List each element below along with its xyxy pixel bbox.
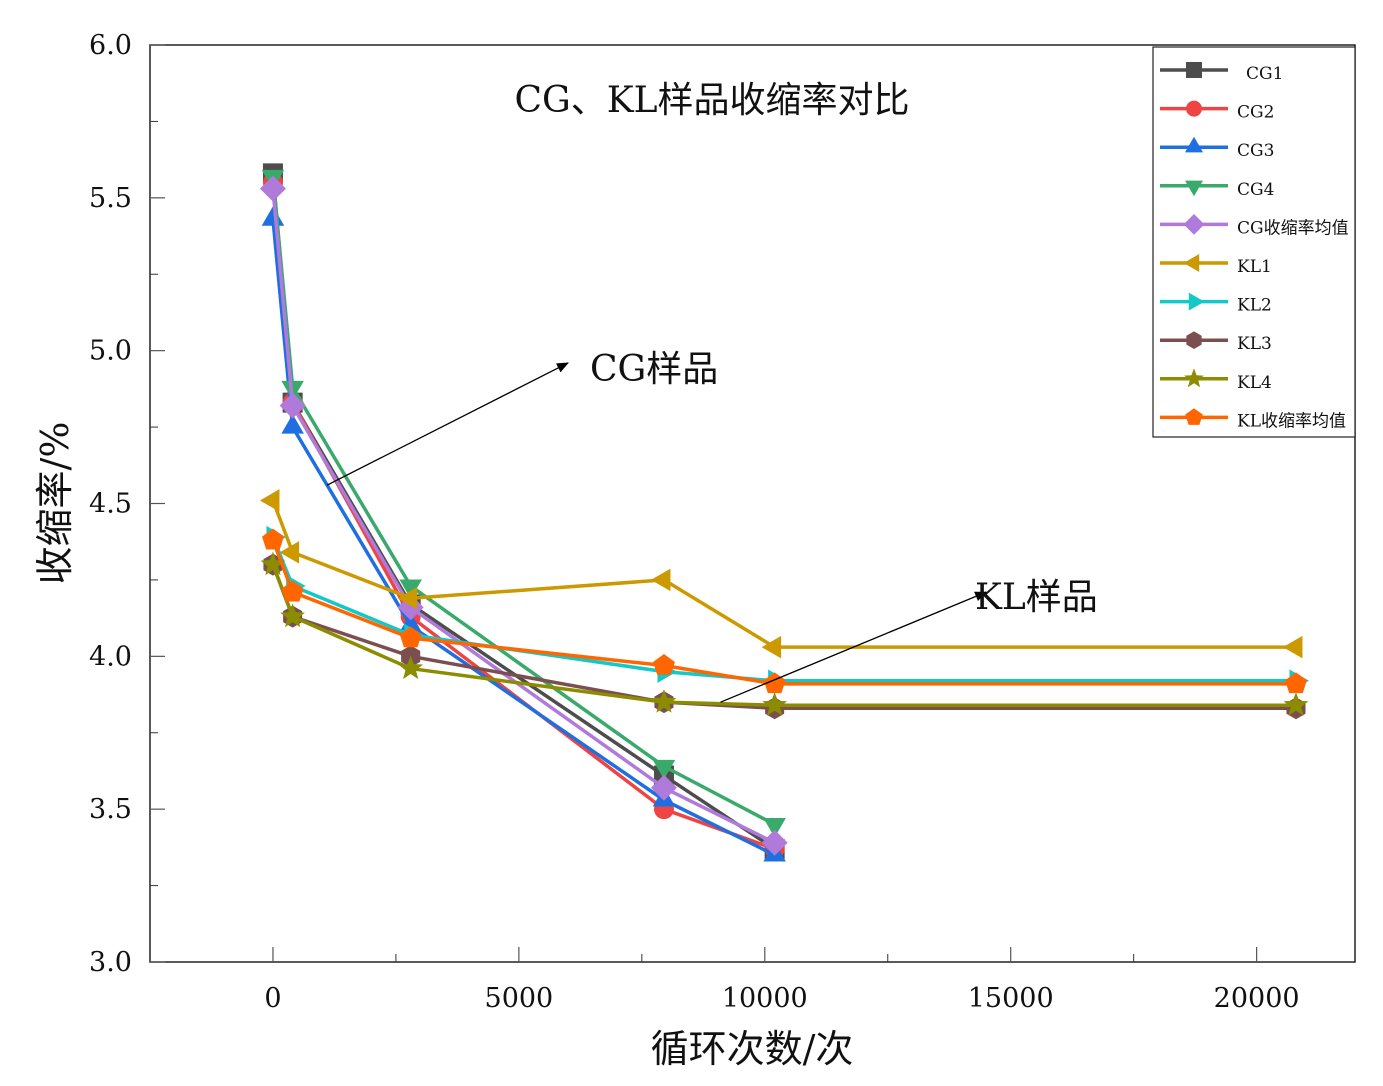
x-tick-label: 5000 <box>485 983 554 1014</box>
cg-annotation-label: CG样品 <box>590 349 718 390</box>
legend-item: KL4 <box>1160 368 1272 393</box>
data-point <box>399 626 422 648</box>
series-line <box>271 182 776 851</box>
legend-label: CG2 <box>1237 103 1274 123</box>
x-tick-label: 0 <box>264 983 281 1014</box>
series-KL2 <box>266 525 1309 693</box>
series-line <box>271 564 1296 707</box>
y-tick-label: 4.0 <box>89 641 132 672</box>
data-point <box>761 829 788 856</box>
legend-item: CG1 <box>1160 62 1283 84</box>
legend-marker-circle-icon <box>1186 100 1202 117</box>
legend-label: CG3 <box>1237 141 1274 161</box>
data-point <box>279 392 306 419</box>
chart-title: CG、KL样品收缩率对比 <box>514 80 909 121</box>
legend-item: KL1 <box>1160 253 1272 277</box>
legend-marker-triangle-up-icon <box>1184 136 1204 153</box>
series-CG2 <box>262 172 785 859</box>
data-point <box>652 759 676 780</box>
legend-label: KL3 <box>1237 334 1272 354</box>
legend-marker-star-icon <box>1184 368 1204 388</box>
legend-label: CG收缩率均值 <box>1237 218 1349 238</box>
kl-annotation-label: KL样品 <box>975 577 1098 618</box>
legend-marker-triangle-right-icon <box>1188 292 1205 311</box>
y-tick-label: 3.0 <box>89 947 132 978</box>
data-point <box>280 603 305 628</box>
data-point <box>1285 672 1307 694</box>
legend-item: CG3 <box>1160 136 1274 161</box>
x-tick-label: 20000 <box>1214 983 1300 1014</box>
data-point <box>653 654 675 675</box>
data-point <box>763 817 786 838</box>
legend-marker-triangle-left-icon <box>1183 253 1200 273</box>
legend-label: KL1 <box>1237 257 1272 277</box>
legend-marker-triangle-down-icon <box>1184 180 1204 197</box>
legend-item: CG收缩率均值 <box>1160 214 1349 238</box>
series-CG4 <box>261 169 786 838</box>
legend-item: KL2 <box>1160 292 1272 316</box>
y-axis-title: 收缩率/% <box>33 422 77 585</box>
x-tick-label: 10000 <box>722 983 808 1014</box>
legend-marker-diamond-icon <box>1183 214 1205 235</box>
data-point <box>399 579 422 600</box>
legend-label: KL2 <box>1237 296 1272 316</box>
y-tick-label: 3.5 <box>89 794 132 825</box>
y-tick-label: 6.0 <box>89 30 132 61</box>
data-point <box>281 414 304 434</box>
legend-item: KL收缩率均值 <box>1160 408 1346 431</box>
legend-box <box>1152 46 1356 438</box>
legend-item: KL3 <box>1160 331 1272 354</box>
data-point <box>650 568 671 592</box>
legend-marker-pentagon-icon <box>1185 408 1203 425</box>
x-axis-title: 循环次数/次 <box>651 1027 854 1071</box>
annotations: CG样品 KL样品 <box>326 349 1098 703</box>
data-point <box>279 541 300 564</box>
data-point <box>761 635 782 659</box>
data-point <box>397 586 418 610</box>
y-tick-label: 5.5 <box>89 183 132 214</box>
data-point <box>281 580 304 602</box>
y-tick-label: 5.0 <box>89 336 132 367</box>
data-point <box>260 551 286 576</box>
series-line <box>271 188 776 845</box>
cg-annotation-arrow <box>326 362 569 486</box>
data-point <box>1283 692 1309 716</box>
series-KL1 <box>259 489 1303 659</box>
series-CG收缩率均值 <box>259 175 788 856</box>
legend-label: CG4 <box>1237 180 1274 200</box>
legend-label: KL4 <box>1237 373 1272 393</box>
series-line <box>271 219 776 857</box>
legend-marker-hexagon-icon <box>1186 331 1202 349</box>
series-line <box>271 173 776 851</box>
legend-item: CG2 <box>1160 100 1274 123</box>
series-line <box>271 499 1296 649</box>
data-point <box>650 774 677 801</box>
legend-label: KL收缩率均值 <box>1237 411 1346 431</box>
series-layer <box>259 163 1309 862</box>
data-point <box>261 206 285 226</box>
data-point <box>651 689 677 713</box>
y-tick-label: 4.5 <box>89 489 132 520</box>
legend: CG1 CG2 CG3 CG4 CG收缩率均值 KL1 KL2 KL3 KL4 KL收缩率均值 <box>1152 46 1356 438</box>
legend-label: CG1 <box>1246 64 1283 84</box>
data-point <box>262 528 284 550</box>
legend-marker-square-icon <box>1186 62 1202 78</box>
series-KL收缩率均值 <box>262 528 1307 694</box>
data-point <box>762 692 787 716</box>
x-tick-label: 15000 <box>968 983 1054 1014</box>
data-point <box>1282 635 1303 659</box>
series-KL4 <box>260 551 1309 716</box>
data-point <box>259 489 280 512</box>
series-CG3 <box>261 206 786 862</box>
axes: 3.0 3.5 4.0 4.5 5.0 5.5 6.0 0 5000 10000 15000 2000… <box>89 30 1300 1014</box>
legend-item: CG4 <box>1160 180 1274 200</box>
data-point <box>398 655 424 680</box>
kl-annotation-arrow <box>720 591 988 703</box>
series-line <box>271 539 1296 686</box>
data-point <box>259 175 286 202</box>
